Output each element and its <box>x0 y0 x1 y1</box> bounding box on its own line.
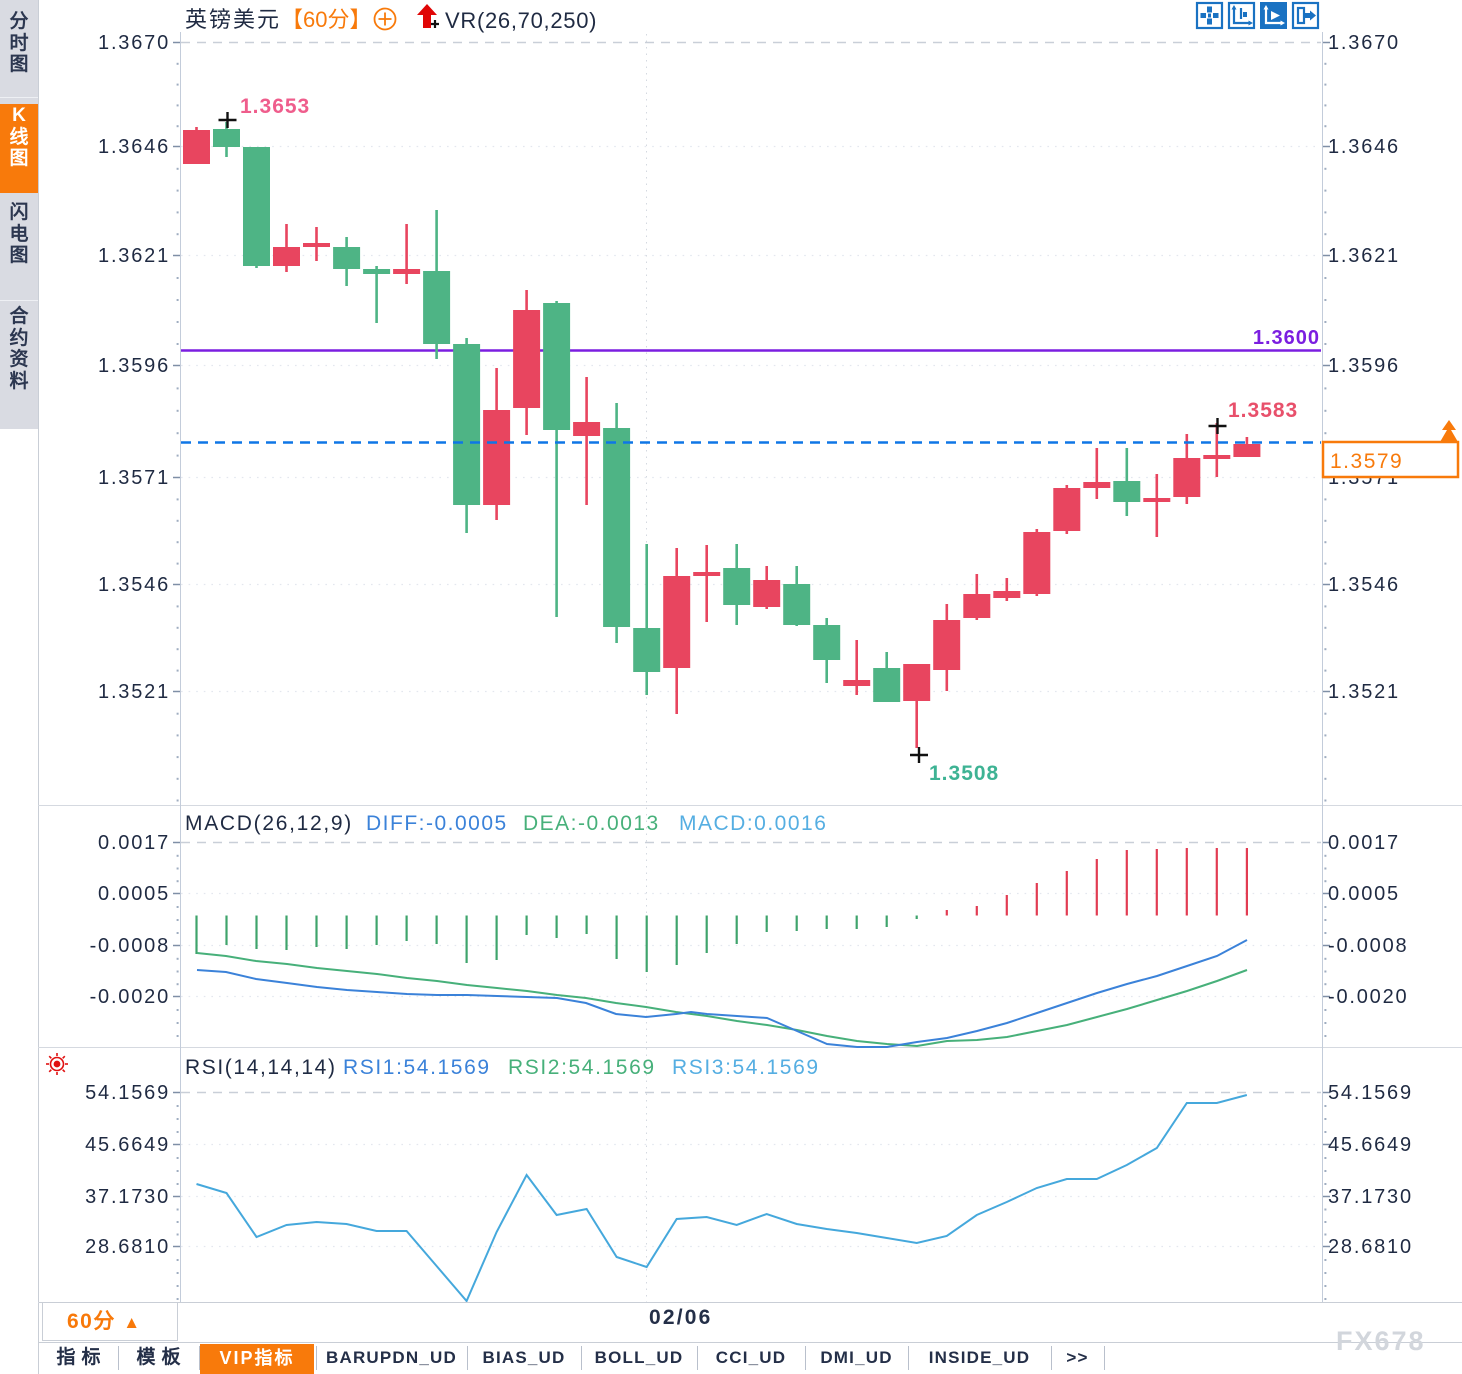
svg-text:1.3508: 1.3508 <box>929 762 999 785</box>
svg-text:1.3646: 1.3646 <box>1328 136 1400 158</box>
svg-text:1.3646: 1.3646 <box>98 136 170 158</box>
svg-text:54.1569: 54.1569 <box>85 1082 170 1104</box>
svg-text:1.3546: 1.3546 <box>98 574 170 596</box>
svg-text:28.6810: 28.6810 <box>85 1236 170 1258</box>
svg-text:RSI1:54.1569: RSI1:54.1569 <box>343 1056 491 1079</box>
svg-text:MACD(26,12,9): MACD(26,12,9) <box>185 812 353 835</box>
svg-text:1.3521: 1.3521 <box>98 681 170 703</box>
svg-text:1.3583: 1.3583 <box>1228 399 1298 422</box>
svg-text:1.3521: 1.3521 <box>1328 681 1400 703</box>
svg-text:VR(26,70,250): VR(26,70,250) <box>445 8 597 33</box>
svg-text:1.3600: 1.3600 <box>1253 327 1320 349</box>
svg-text:1.3571: 1.3571 <box>98 467 170 489</box>
svg-text:0.0005: 0.0005 <box>98 883 170 905</box>
svg-text:0.0017: 0.0017 <box>98 832 170 854</box>
svg-text:45.6649: 45.6649 <box>1328 1134 1413 1156</box>
svg-text:0.0017: 0.0017 <box>1328 832 1400 854</box>
svg-text:1.3579: 1.3579 <box>1330 450 1403 473</box>
svg-text:45.6649: 45.6649 <box>85 1134 170 1156</box>
svg-text:0.0005: 0.0005 <box>1328 883 1400 905</box>
svg-text:-0.0020: -0.0020 <box>1328 986 1408 1008</box>
svg-text:1.3596: 1.3596 <box>98 355 170 377</box>
svg-text:1.3621: 1.3621 <box>98 245 170 267</box>
svg-text:-0.0020: -0.0020 <box>90 986 170 1008</box>
svg-text:DEA:-0.0013: DEA:-0.0013 <box>523 812 660 835</box>
svg-text:1.3670: 1.3670 <box>1328 32 1400 54</box>
svg-text:28.6810: 28.6810 <box>1328 1236 1413 1258</box>
svg-text:37.1730: 37.1730 <box>1328 1186 1413 1208</box>
svg-text:1.3596: 1.3596 <box>1328 355 1400 377</box>
svg-text:37.1730: 37.1730 <box>85 1186 170 1208</box>
svg-text:RSI3:54.1569: RSI3:54.1569 <box>672 1056 820 1079</box>
svg-text:1.3670: 1.3670 <box>98 32 170 54</box>
svg-text:1.3546: 1.3546 <box>1328 574 1400 596</box>
svg-text:-0.0008: -0.0008 <box>90 935 170 957</box>
svg-text:1.3621: 1.3621 <box>1328 245 1400 267</box>
svg-text:DIFF:-0.0005: DIFF:-0.0005 <box>366 812 508 835</box>
svg-text:英镑美元: 英镑美元 <box>185 7 281 32</box>
svg-text:-0.0008: -0.0008 <box>1328 935 1408 957</box>
svg-text:1.3653: 1.3653 <box>240 95 310 118</box>
svg-text:MACD:0.0016: MACD:0.0016 <box>679 812 827 835</box>
svg-text:【60分】: 【60分】 <box>281 7 371 32</box>
svg-text:54.1569: 54.1569 <box>1328 1082 1413 1104</box>
svg-text:RSI2:54.1569: RSI2:54.1569 <box>508 1056 656 1079</box>
svg-text:RSI(14,14,14): RSI(14,14,14) <box>185 1056 337 1079</box>
